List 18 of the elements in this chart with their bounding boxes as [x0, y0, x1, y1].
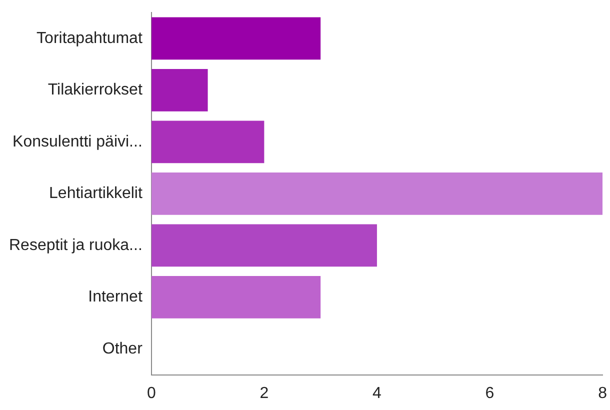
x-tick-label: 2 [260, 384, 269, 402]
y-tick-label: Internet [88, 288, 143, 306]
bar [151, 276, 321, 318]
y-tick-label: Reseptit ja ruoka... [8, 236, 142, 254]
bar [151, 172, 603, 215]
x-tick-label: 8 [598, 384, 608, 402]
y-tick-label: Toritapahtumat [36, 30, 143, 47]
x-tick-label: 4 [372, 384, 382, 402]
x-tick-label: 0 [146, 384, 156, 402]
y-tick-label: Konsulentti päivi... [12, 133, 142, 150]
bar [151, 224, 377, 267]
bar [151, 69, 208, 112]
bar [151, 120, 264, 164]
y-tick-label: Lehtiartikkelit [49, 185, 143, 202]
y-tick-label: Other [102, 340, 144, 358]
x-tick-label: 6 [485, 384, 494, 402]
y-tick-label: Tilakierrokset [48, 82, 143, 99]
bar [151, 17, 321, 60]
